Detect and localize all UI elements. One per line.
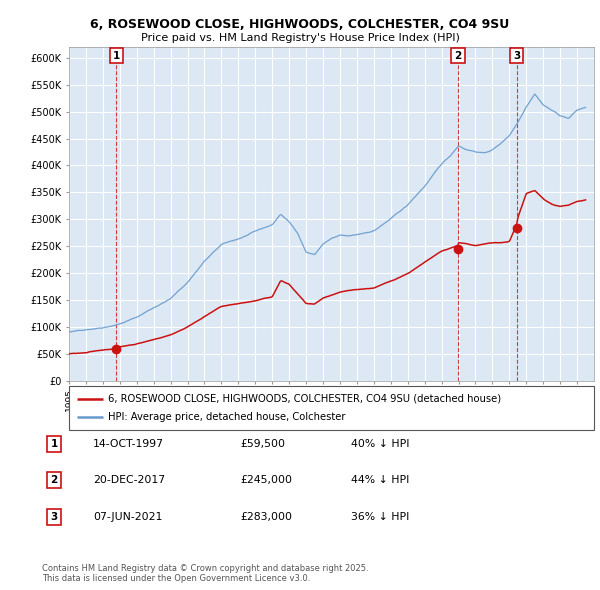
Text: £283,000: £283,000 bbox=[240, 512, 292, 522]
Text: Contains HM Land Registry data © Crown copyright and database right 2025.
This d: Contains HM Land Registry data © Crown c… bbox=[42, 563, 368, 583]
Text: 1: 1 bbox=[50, 439, 58, 448]
Text: 36% ↓ HPI: 36% ↓ HPI bbox=[351, 512, 409, 522]
Text: 3: 3 bbox=[513, 51, 520, 61]
Text: Price paid vs. HM Land Registry's House Price Index (HPI): Price paid vs. HM Land Registry's House … bbox=[140, 34, 460, 43]
Text: 2: 2 bbox=[50, 476, 58, 485]
Text: 40% ↓ HPI: 40% ↓ HPI bbox=[351, 439, 409, 448]
Text: 1: 1 bbox=[113, 51, 120, 61]
Text: 07-JUN-2021: 07-JUN-2021 bbox=[93, 512, 163, 522]
Text: 14-OCT-1997: 14-OCT-1997 bbox=[93, 439, 164, 448]
Text: 44% ↓ HPI: 44% ↓ HPI bbox=[351, 476, 409, 485]
FancyBboxPatch shape bbox=[69, 386, 594, 430]
Text: 6, ROSEWOOD CLOSE, HIGHWOODS, COLCHESTER, CO4 9SU (detached house): 6, ROSEWOOD CLOSE, HIGHWOODS, COLCHESTER… bbox=[109, 394, 502, 404]
Text: 3: 3 bbox=[50, 512, 58, 522]
Text: HPI: Average price, detached house, Colchester: HPI: Average price, detached house, Colc… bbox=[109, 412, 346, 422]
Text: 20-DEC-2017: 20-DEC-2017 bbox=[93, 476, 165, 485]
Text: 6, ROSEWOOD CLOSE, HIGHWOODS, COLCHESTER, CO4 9SU: 6, ROSEWOOD CLOSE, HIGHWOODS, COLCHESTER… bbox=[91, 18, 509, 31]
Text: 2: 2 bbox=[454, 51, 461, 61]
Text: £245,000: £245,000 bbox=[240, 476, 292, 485]
Text: £59,500: £59,500 bbox=[240, 439, 285, 448]
